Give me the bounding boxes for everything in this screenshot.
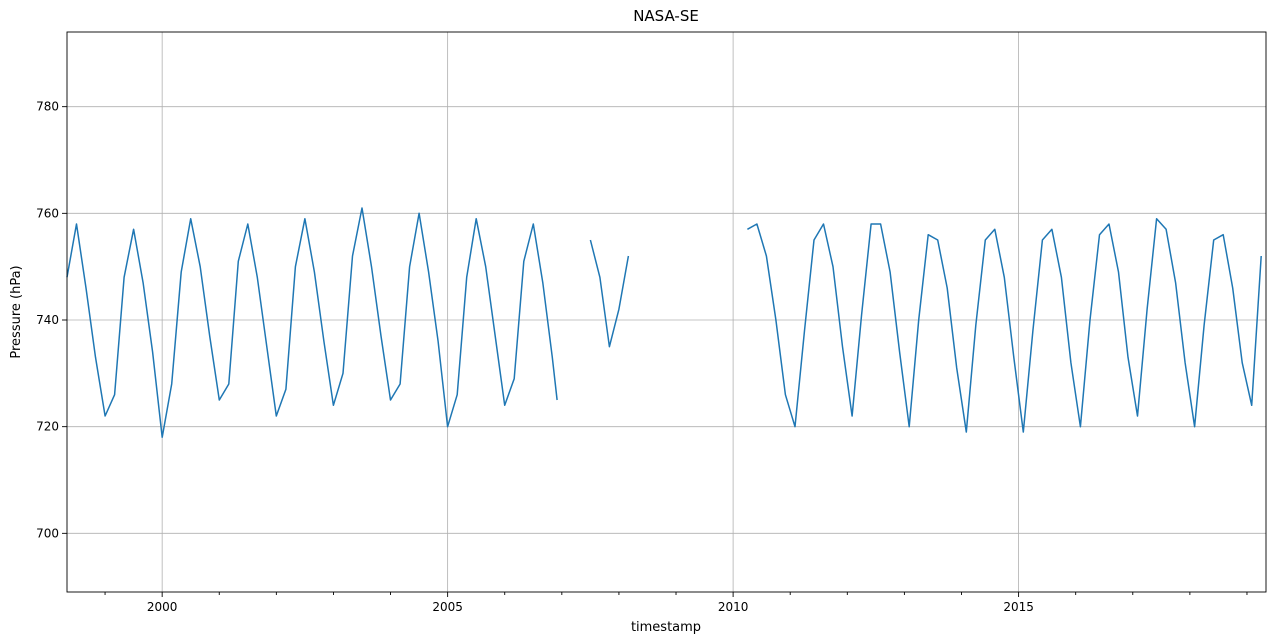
- y-tick-label: 780: [36, 100, 59, 114]
- x-tick-label: 2000: [147, 600, 178, 614]
- y-tick-label: 700: [36, 526, 59, 540]
- plot-frame: [66, 31, 1267, 593]
- y-tick-label: 740: [36, 313, 59, 327]
- y-axis-label: Pressure (hPa): [9, 265, 24, 358]
- series-line-segment: [66, 207, 558, 439]
- series-line-segment: [747, 217, 1262, 433]
- ticks: 2000 2005 2010 2015 700 720 740 760 780: [36, 100, 1248, 614]
- x-tick-label: 2005: [432, 600, 463, 614]
- grid: [67, 32, 1266, 592]
- x-axis-label: timestamp: [631, 620, 701, 635]
- series-line-segment: [589, 239, 630, 348]
- series-layer: [66, 207, 1262, 439]
- x-tick-label: 2015: [1003, 600, 1034, 614]
- y-tick-label: 760: [36, 206, 59, 220]
- x-tick-label: 2010: [718, 600, 749, 614]
- chart-title: NASA-SE: [633, 7, 699, 25]
- y-tick-label: 720: [36, 420, 59, 434]
